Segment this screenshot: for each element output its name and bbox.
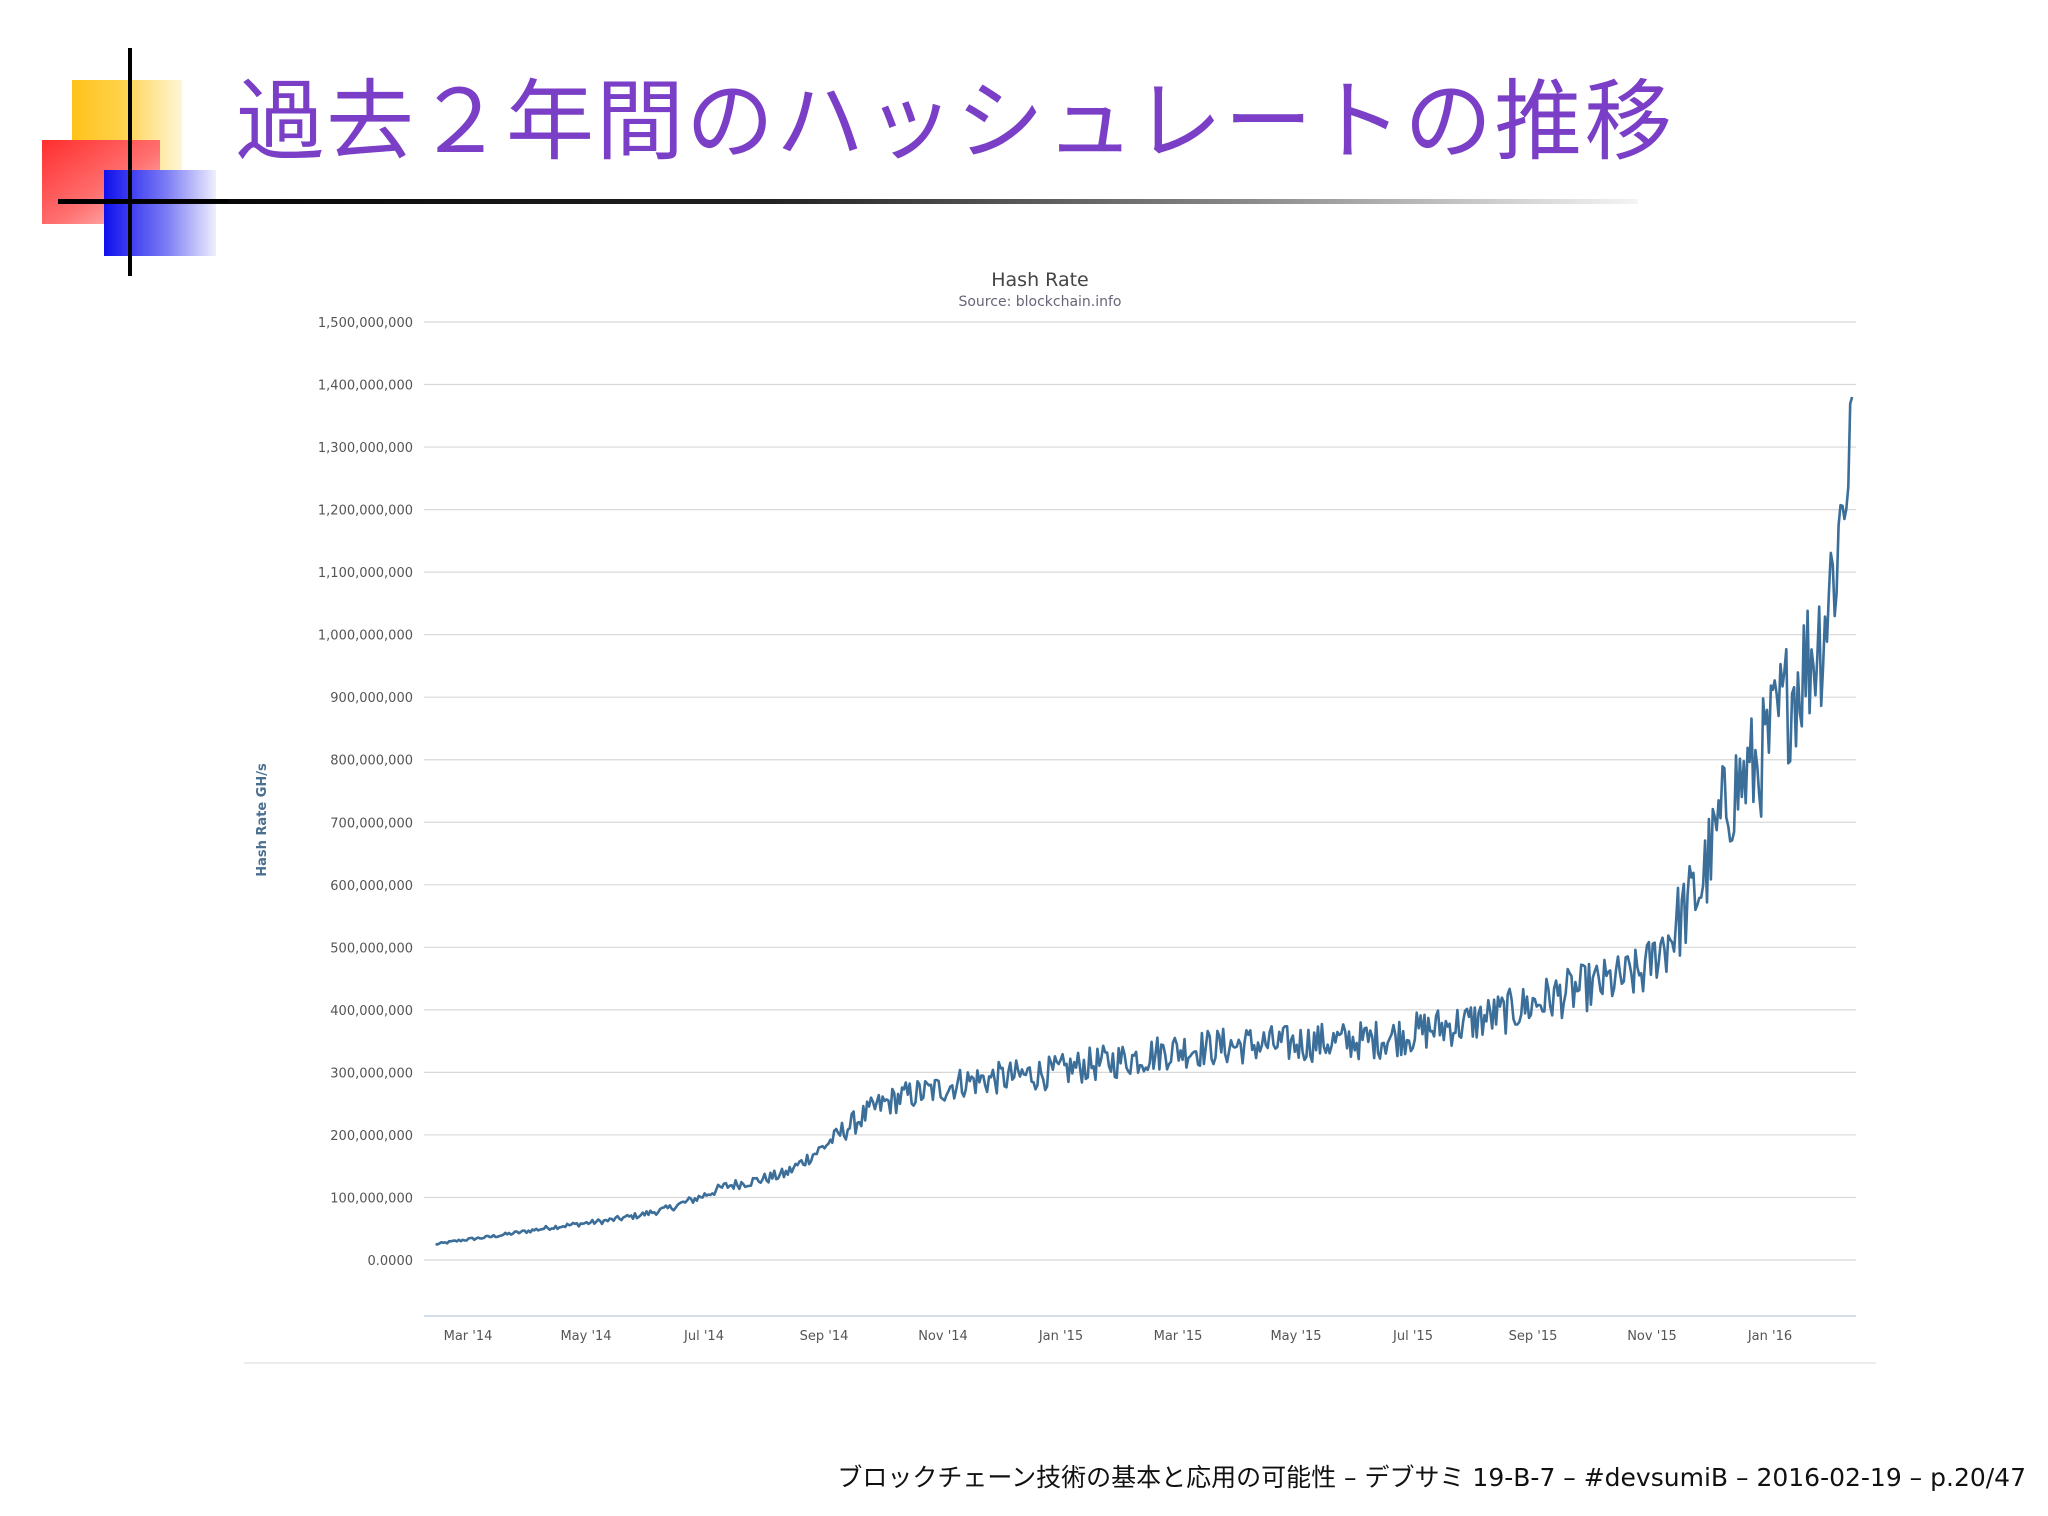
y-tick-label: 300,000,000 xyxy=(330,1066,413,1081)
y-tick-label: 900,000,000 xyxy=(330,691,413,706)
hash-rate-chart: Hash Rate Source: blockchain.info Hash R… xyxy=(244,269,1876,1364)
slide-title: 過去２年間のハッシュレートの推移 xyxy=(236,70,1675,173)
x-tick-label: Sep '14 xyxy=(800,1329,849,1344)
y-tick-label: 1,000,000,000 xyxy=(318,629,413,644)
series-line-hash-rate xyxy=(435,396,1854,1246)
series-layer xyxy=(435,396,1854,1246)
x-tick-labels: Mar '14 May '14 Jul '14 Sep '14 Nov '14 Jan '… xyxy=(444,1329,1793,1344)
x-tick-label: May '15 xyxy=(1270,1329,1321,1344)
y-tick-label: 1,400,000,000 xyxy=(318,379,413,394)
y-tick-label: 1,500,000,000 xyxy=(318,316,413,331)
y-tick-label: 100,000,000 xyxy=(330,1191,413,1206)
y-tick-label: 1,100,000,000 xyxy=(318,566,413,581)
y-tick-labels: 0.0000 100,000,000 200,000,000 300,000,000 4… xyxy=(318,316,413,1269)
y-tick-label: 1,300,000,000 xyxy=(318,441,413,456)
y-tick-label: 200,000,000 xyxy=(330,1129,413,1144)
x-tick-label: Nov '15 xyxy=(1627,1329,1677,1344)
title-rule xyxy=(58,199,1638,204)
chart-subtitle: Source: blockchain.info xyxy=(958,294,1121,310)
chart-title: Hash Rate xyxy=(991,269,1088,291)
y-tick-label: 1,200,000,000 xyxy=(318,504,413,519)
x-tick-label: Mar '15 xyxy=(1154,1329,1203,1344)
decoration-horizontal-line xyxy=(58,199,228,203)
x-tick-label: Sep '15 xyxy=(1509,1329,1558,1344)
x-tick-label: May '14 xyxy=(560,1329,611,1344)
y-axis-label: Hash Rate GH/s xyxy=(255,763,270,877)
y-tick-label: 600,000,000 xyxy=(330,879,413,894)
y-tick-label: 700,000,000 xyxy=(330,816,413,831)
x-tick-label: Jul '14 xyxy=(683,1329,724,1344)
y-tick-label: 0.0000 xyxy=(368,1254,414,1269)
x-tick-label: Jan '15 xyxy=(1038,1329,1083,1344)
slide-footer: ブロックチェーン技術の基本と応用の可能性 – デブサミ 19-B-7 – #de… xyxy=(837,1463,2026,1492)
y-tick-label: 800,000,000 xyxy=(330,754,413,769)
x-tick-label: Jan '16 xyxy=(1747,1329,1792,1344)
y-tick-label: 500,000,000 xyxy=(330,941,413,956)
x-tick-label: Jul '15 xyxy=(1392,1329,1433,1344)
x-tick-label: Nov '14 xyxy=(918,1329,968,1344)
x-tick-label: Mar '14 xyxy=(444,1329,493,1344)
decoration-blue-square xyxy=(104,170,216,256)
decoration-vertical-line xyxy=(128,48,132,276)
grid-lines xyxy=(424,321,1856,1261)
y-tick-label: 400,000,000 xyxy=(330,1004,413,1019)
